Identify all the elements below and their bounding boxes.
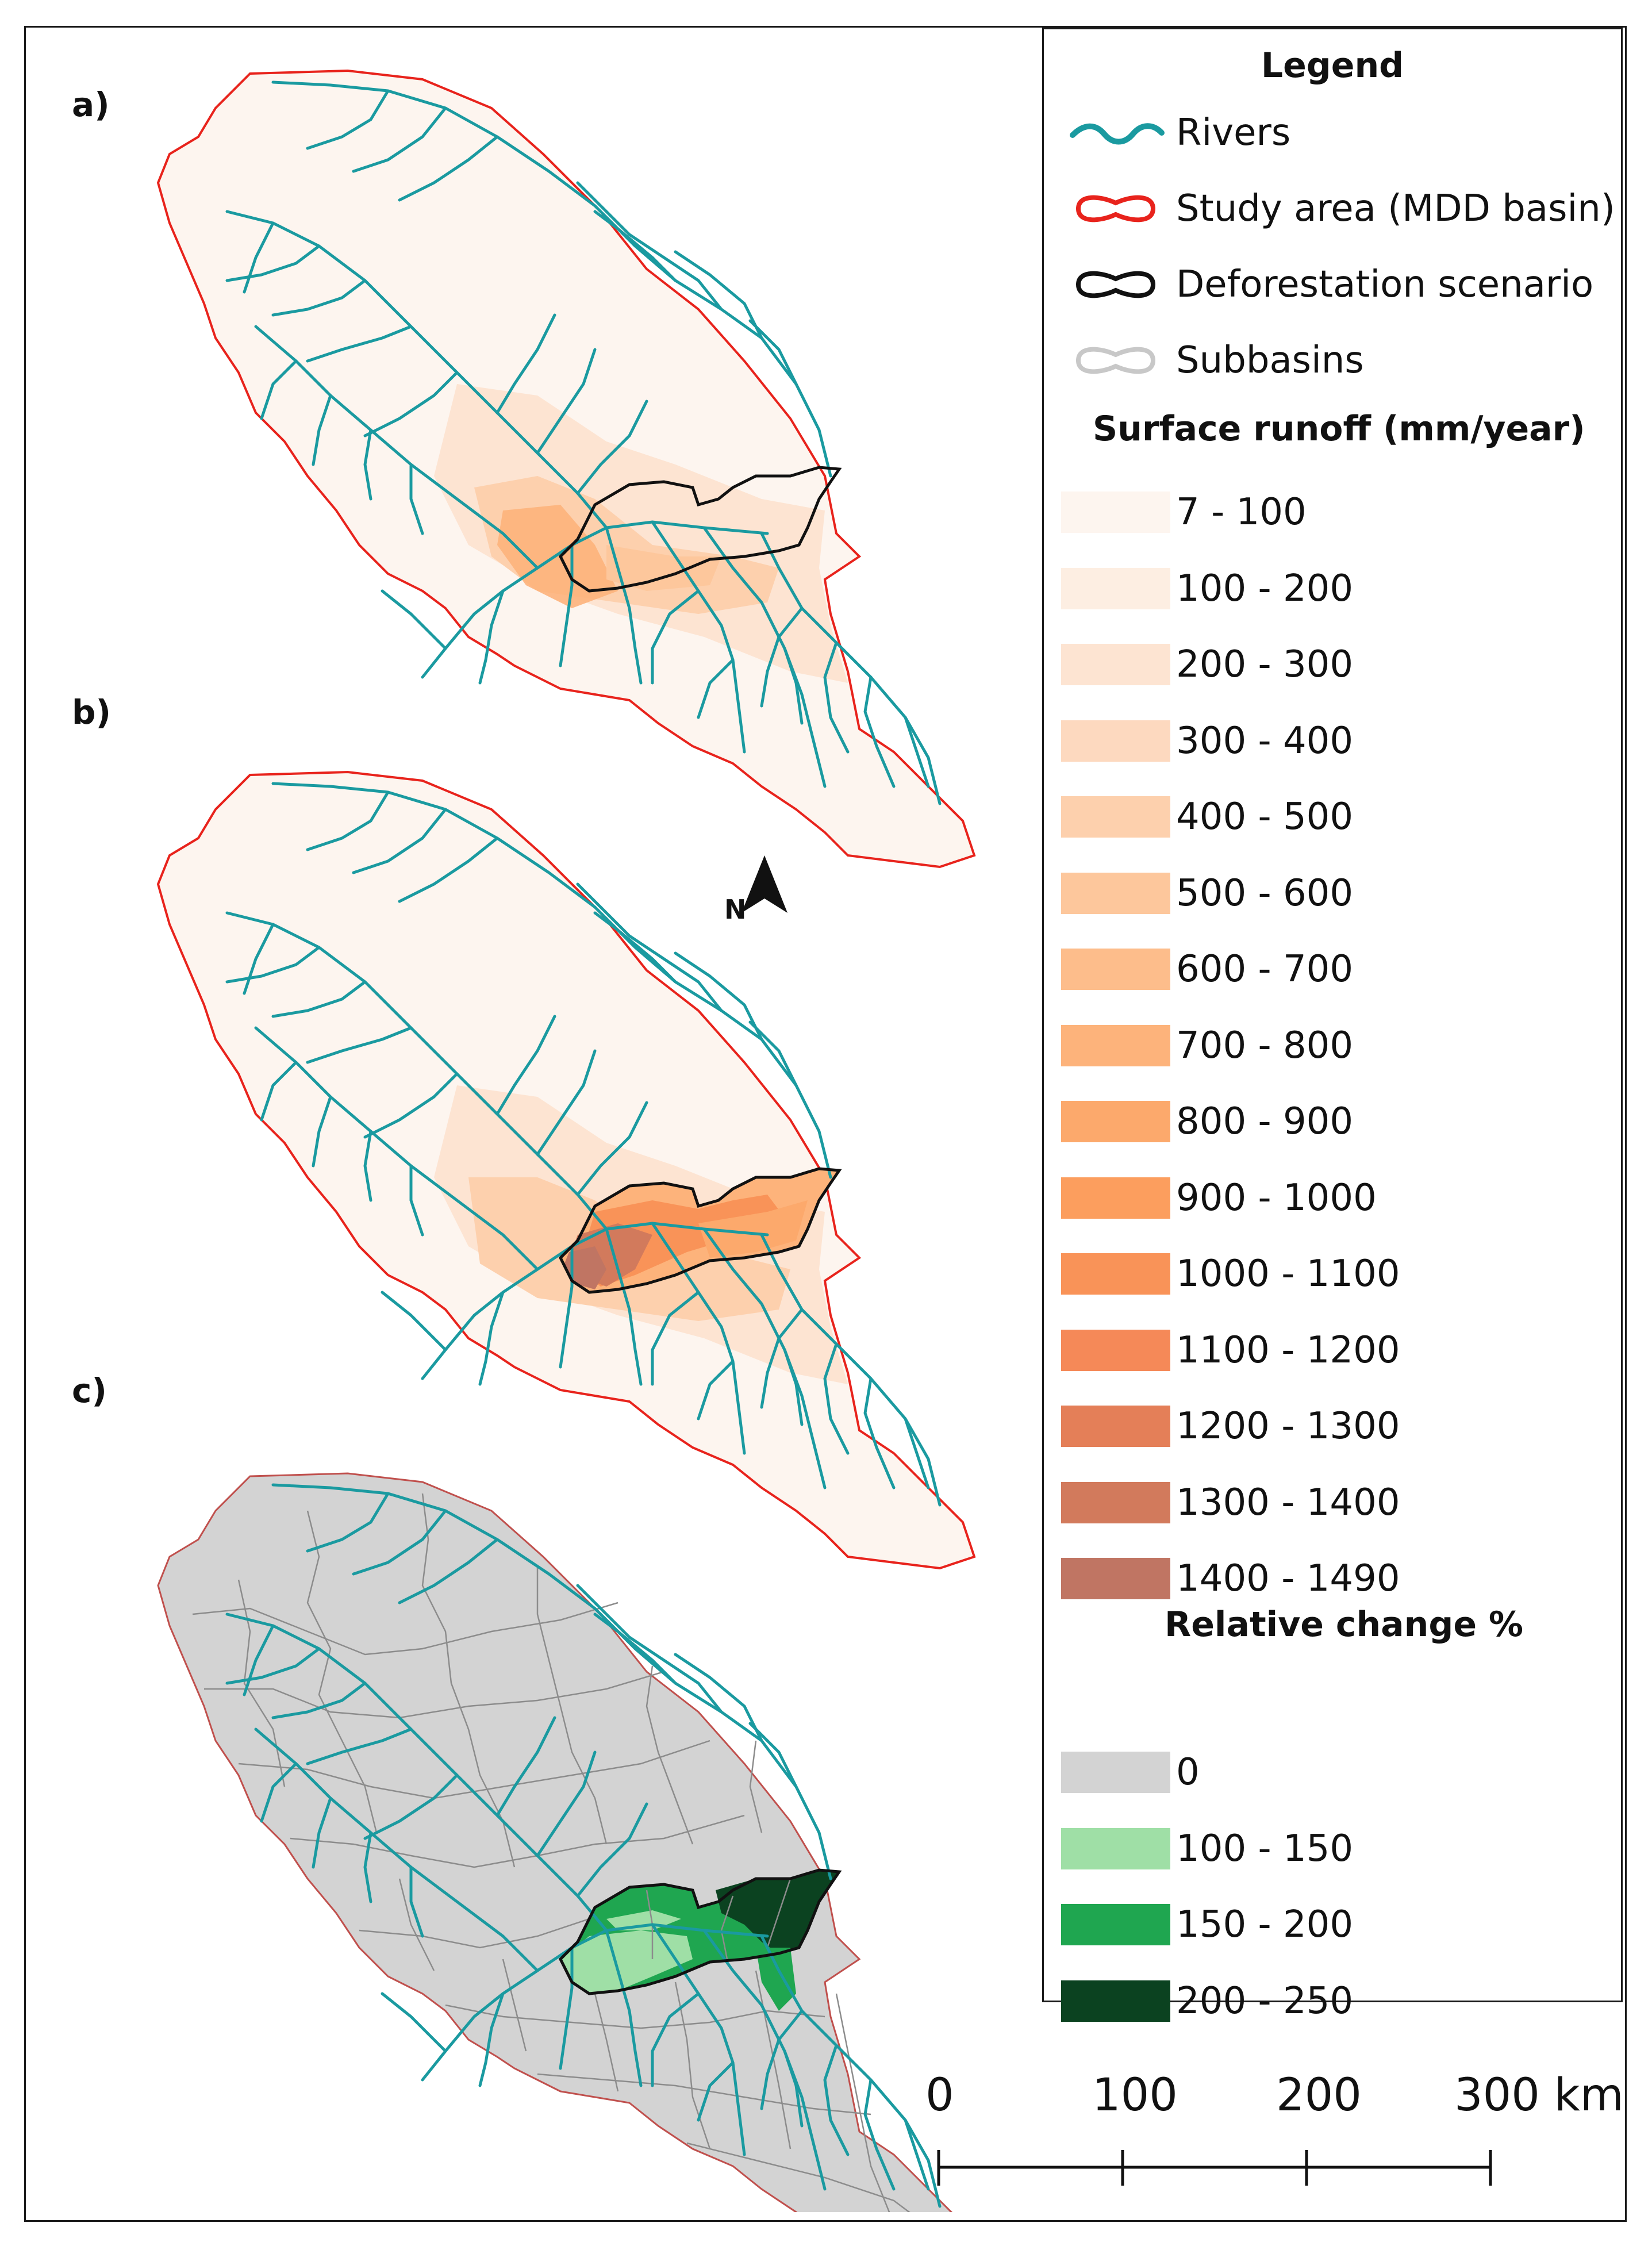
runoff-item: 200 - 300 <box>1055 636 1619 693</box>
scale-tick-label: 200 <box>1276 2070 1362 2121</box>
map-panels <box>157 70 975 2212</box>
panel-b-map <box>157 771 975 1569</box>
change-label: 100 - 150 <box>1176 1827 1354 1870</box>
runoff-item: 900 - 1000 <box>1055 1169 1619 1227</box>
runoff-label: 1300 - 1400 <box>1176 1481 1400 1524</box>
change-zone-100-150 <box>560 1930 693 1994</box>
runoff-item: 1400 - 1490 <box>1055 1550 1619 1607</box>
change-legend-title: Relative change % <box>1165 1604 1524 1645</box>
runoff-label: 800 - 900 <box>1176 1100 1354 1143</box>
runoff-swatch <box>1061 1329 1170 1371</box>
legend-item-subbasins: Subbasins <box>1055 332 1619 389</box>
scale-bar: 0 100 200 300 km <box>908 2070 1624 2219</box>
legend-item-study-area: Study area (MDD basin) <box>1055 180 1619 237</box>
runoff-label: 900 - 1000 <box>1176 1176 1377 1219</box>
panel-a-map <box>157 70 975 868</box>
runoff-label: 700 - 800 <box>1176 1024 1354 1067</box>
scale-bar-line <box>937 2150 1492 2186</box>
change-item: 200 - 250 <box>1055 1972 1619 2030</box>
legend-label: Subbasins <box>1176 339 1364 382</box>
runoff-swatch <box>1061 492 1170 533</box>
runoff-item: 1200 - 1300 <box>1055 1397 1619 1455</box>
scale-tick-label: 0 <box>925 2070 954 2121</box>
legend-label: Rivers <box>1176 112 1291 154</box>
north-arrow-label: N <box>724 894 747 925</box>
runoff-swatch <box>1061 1177 1170 1219</box>
change-swatch <box>1061 1827 1170 1869</box>
change-item: 0 <box>1055 1744 1619 1801</box>
runoff-swatch <box>1061 644 1170 685</box>
runoff-swatch <box>1061 720 1170 762</box>
runoff-label: 100 - 200 <box>1176 567 1354 610</box>
runoff-item: 700 - 800 <box>1055 1017 1619 1074</box>
runoff-zone-700 <box>497 505 618 608</box>
change-label: 0 <box>1176 1751 1200 1794</box>
north-arrow-icon <box>742 855 787 913</box>
runoff-legend-title: Surface runoff (mm/year) <box>1093 409 1585 449</box>
panel-label-c: c) <box>72 1371 107 1410</box>
runoff-label: 7 - 100 <box>1176 491 1307 533</box>
runoff-item: 800 - 900 <box>1055 1093 1619 1150</box>
legend: Legend Rivers Study area (MDD basin) Def… <box>1042 28 1623 2022</box>
legend-title: Legend <box>1261 45 1404 86</box>
runoff-item: 500 - 600 <box>1055 865 1619 922</box>
runoff-zone-800 <box>698 1200 808 1258</box>
runoff-item: 100 - 200 <box>1055 560 1619 617</box>
outline-icon <box>1075 195 1156 222</box>
panel-label-a: a) <box>72 85 110 124</box>
runoff-item: 7 - 100 <box>1055 483 1619 541</box>
change-label: 150 - 200 <box>1176 1903 1354 1946</box>
runoff-label: 500 - 600 <box>1176 871 1354 915</box>
legend-label: Study area (MDD basin) <box>1176 187 1615 230</box>
runoff-label: 1100 - 1200 <box>1176 1329 1400 1372</box>
runoff-swatch <box>1061 1253 1170 1295</box>
runoff-item: 600 - 700 <box>1055 940 1619 998</box>
runoff-swatch <box>1061 1101 1170 1142</box>
runoff-swatch <box>1061 1558 1170 1599</box>
panel-label-b: b) <box>72 693 112 732</box>
runoff-swatch <box>1061 872 1170 914</box>
runoff-label: 1200 - 1300 <box>1176 1405 1400 1448</box>
runoff-item: 1000 - 1100 <box>1055 1245 1619 1303</box>
legend-item-rivers: Rivers <box>1055 104 1619 162</box>
runoff-item: 1100 - 1200 <box>1055 1322 1619 1379</box>
change-zone-150-200-outside <box>756 1948 796 2011</box>
runoff-swatch <box>1061 796 1170 838</box>
runoff-item: 300 - 400 <box>1055 712 1619 770</box>
runoff-label: 600 - 700 <box>1176 948 1354 990</box>
runoff-swatch <box>1061 1024 1170 1066</box>
change-swatch <box>1061 1980 1170 2022</box>
wavy-line-icon <box>1070 123 1165 145</box>
runoff-label: 1000 - 1100 <box>1176 1253 1400 1295</box>
runoff-zone-1490 <box>563 1246 606 1289</box>
runoff-zone-300 <box>434 384 848 683</box>
scale-tick-label: 100 <box>1092 2070 1178 2121</box>
change-item: 100 - 150 <box>1055 1820 1619 1878</box>
legend-label: Deforestation scenario <box>1176 263 1594 306</box>
scale-tick-label: 300 km <box>1454 2070 1624 2121</box>
runoff-label: 300 - 400 <box>1176 719 1354 762</box>
outline-icon <box>1075 347 1156 374</box>
runoff-label: 200 - 300 <box>1176 643 1354 686</box>
runoff-zone-600-b <box>606 545 721 591</box>
runoff-item: 1300 - 1400 <box>1055 1474 1619 1531</box>
change-zone-200-250 <box>716 1870 839 1953</box>
runoff-label: 400 - 500 <box>1176 796 1354 838</box>
runoff-swatch <box>1061 1481 1170 1523</box>
runoff-swatch <box>1061 1406 1170 1447</box>
runoff-label: 1400 - 1490 <box>1176 1557 1400 1600</box>
outline-icon <box>1075 271 1156 298</box>
figure-frame <box>24 26 1627 2222</box>
change-swatch <box>1061 1904 1170 1945</box>
runoff-item: 400 - 500 <box>1055 788 1619 846</box>
change-label: 200 - 250 <box>1176 1979 1354 2022</box>
change-item: 150 - 200 <box>1055 1896 1619 1953</box>
runoff-swatch <box>1061 949 1170 990</box>
legend-item-deforestation: Deforestation scenario <box>1055 256 1619 313</box>
change-swatch <box>1061 1752 1170 1793</box>
panel-c-map <box>157 1472 975 2212</box>
runoff-swatch <box>1061 567 1170 609</box>
